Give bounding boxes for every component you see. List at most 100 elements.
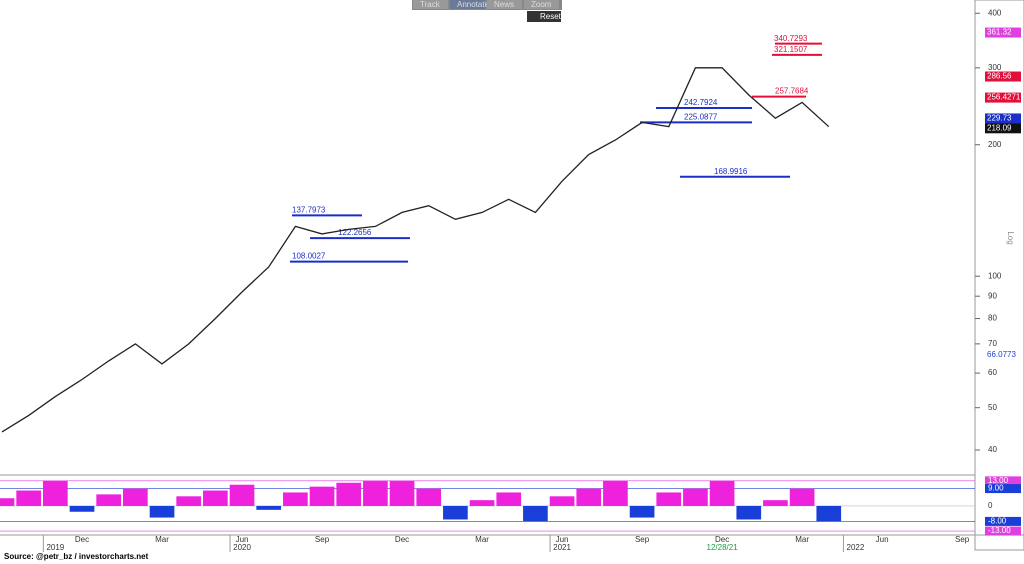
x-tick-label: Dec (75, 535, 89, 544)
indicator-bar (789, 488, 815, 506)
price-tag (985, 113, 1021, 124)
indicator-bar (736, 505, 762, 520)
level-label: 242.7924 (684, 98, 718, 107)
x-tick-label: Sep (635, 535, 650, 544)
toolbar-button-label[interactable]: Track (420, 0, 441, 9)
price-tag (985, 27, 1021, 38)
indicator-bar (123, 488, 148, 506)
price-tag (985, 92, 1021, 103)
toolbar-button[interactable] (450, 0, 485, 9)
indicator-tag (985, 476, 1021, 486)
year-label: 2022 (847, 543, 865, 552)
y-tick-label: 40 (988, 445, 997, 454)
indicator-bar (763, 500, 788, 506)
indicator-bar (656, 492, 682, 506)
x-tick-label: Mar (475, 535, 489, 544)
indicator-bar (683, 488, 708, 506)
indicator-bar (149, 505, 175, 518)
x-tick-label: Dec (395, 535, 409, 544)
toolbar-button-label[interactable]: News (494, 0, 514, 9)
level-label: 137.7973 (292, 206, 326, 215)
toolbar-button-label[interactable]: Zoom (531, 0, 552, 9)
source: Source: @petr_bz / investorcharts.net (4, 552, 149, 561)
indicator-bar (203, 490, 228, 506)
x-tick-label: Sep (315, 535, 330, 544)
y-tick-label: 300 (988, 63, 1002, 72)
toolbar-button[interactable] (487, 0, 522, 9)
indicator-tick-label: 13.00 (988, 476, 1009, 485)
cursor-label: 12/28/21 (707, 543, 739, 552)
indicator-bar (256, 505, 282, 510)
x-tick-label: Mar (795, 535, 809, 544)
toolbar-button-label[interactable]: Annotate (457, 0, 490, 9)
indicator-bar (549, 496, 575, 506)
x-tick-label: Sep (955, 535, 970, 544)
price-line (1, 67, 830, 433)
indicator-bar (496, 492, 522, 506)
indicator-bar (69, 505, 95, 512)
level-label: 168.9916 (714, 167, 748, 176)
indicator-tag (985, 516, 1021, 526)
indicator-bar (16, 490, 42, 506)
indicator-bar (283, 492, 308, 506)
indicator-tag (985, 526, 1021, 536)
y-tick-label: 200 (988, 140, 1002, 149)
indicator-tick-label: 9.00 (988, 484, 1004, 493)
toolbar-button[interactable] (524, 0, 559, 9)
year-label: 2019 (46, 543, 64, 552)
indicator-bar (336, 482, 362, 506)
x-tick-label: Jun (876, 535, 889, 544)
log-label: Log (1006, 231, 1015, 244)
price-tag-label: 361.32 (987, 28, 1012, 37)
indicator-bar (96, 494, 122, 506)
indicator-tick-label: 0 (988, 501, 993, 510)
x-tick-label: Jun (556, 535, 569, 544)
indicator-bar (523, 505, 548, 522)
indicator-bar (709, 480, 735, 506)
indicator-bar (176, 496, 202, 506)
indicator-bar (576, 488, 602, 506)
year-label: 2021 (553, 543, 571, 552)
price-tag-label: 286.56 (987, 72, 1012, 81)
price-tag-label: 229.73 (987, 114, 1012, 123)
indicator-tick-label: -13.00 (988, 526, 1011, 535)
y-tick-label: 70 (988, 339, 997, 348)
x-tick-label: Mar (155, 535, 169, 544)
level-label: 321.1507 (774, 45, 808, 54)
reset-label[interactable]: Reset (540, 12, 562, 21)
x-tick-label: Jun (236, 535, 249, 544)
y-tick-label: 50 (988, 403, 997, 412)
y-tick-label: 60 (988, 368, 997, 377)
level-label: 257.7684 (775, 87, 809, 96)
indicator-bar (309, 486, 335, 506)
indicator-bar (469, 500, 495, 506)
reset-button[interactable] (527, 11, 561, 22)
indicator-tick-label: -8.00 (988, 517, 1007, 526)
y-tick-label: 80 (988, 314, 997, 323)
indicator-bar (0, 498, 15, 506)
y-tick-label: 400 (988, 8, 1002, 17)
level-label: 225.0877 (684, 112, 718, 121)
indicator-bar (443, 505, 468, 520)
year-label: 2020 (233, 543, 251, 552)
indicator-bar (603, 480, 628, 506)
level-label: 340.7293 (774, 34, 808, 43)
level-label: 122.2656 (338, 228, 372, 237)
indicator-bar (629, 505, 655, 518)
price-tag (985, 123, 1021, 134)
level-label: 108.0027 (292, 252, 326, 261)
indicator-bar (816, 505, 842, 522)
indicator-bar (43, 480, 68, 506)
y-tick-label: 90 (988, 291, 997, 300)
y-tick-label: 100 (988, 271, 1002, 280)
right-axis-panel (974, 0, 1024, 551)
indicator-bar (363, 480, 388, 506)
toolbar-button[interactable] (413, 0, 448, 9)
price-tag-label: 66.0773 (987, 350, 1016, 359)
price-tag-label: 256.4271 (987, 93, 1021, 102)
indicator-bar (229, 484, 255, 506)
indicator-bar (416, 488, 442, 506)
